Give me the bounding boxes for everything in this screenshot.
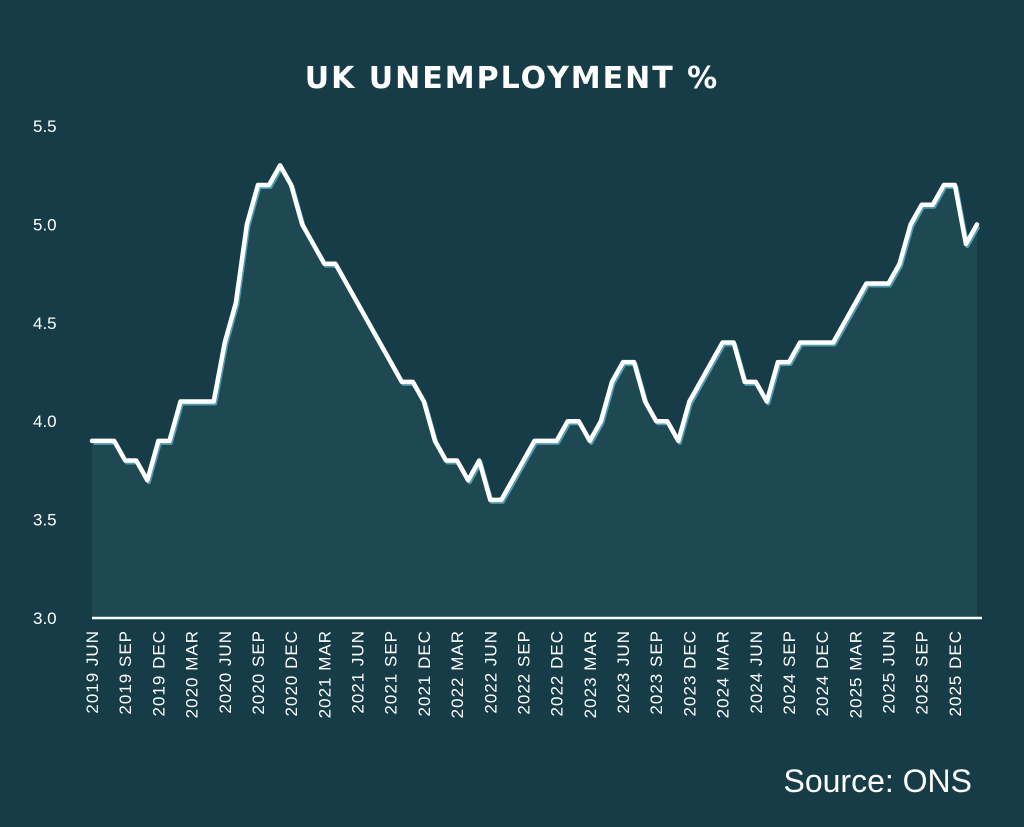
x-tick-label: 2025 SEP [913, 630, 932, 715]
x-tick-label: 2023 DEC [680, 630, 699, 716]
x-tick-label: 2022 JUN [481, 630, 500, 714]
x-tick-label: 2024 MAR [714, 630, 733, 718]
x-tick-label: 2023 MAR [581, 630, 600, 718]
series-line-path [89, 163, 980, 503]
x-tick-label: 2024 SEP [780, 630, 799, 715]
y-tick-label: 3.5 [33, 511, 57, 530]
x-tick-label: 2022 MAR [448, 630, 467, 718]
x-axis: 2019 JUN 2019 SEP 2019 DEC 2020 MAR 2020 JUN… [83, 630, 965, 718]
x-tick-label: 2019 SEP [116, 630, 135, 715]
x-tick-label: 2025 JUN [880, 630, 899, 714]
x-tick-label: 2021 DEC [415, 630, 434, 716]
x-tick-label: 2025 DEC [946, 630, 965, 716]
x-tick-label: 2025 MAR [846, 630, 865, 718]
x-tick-label: 2024 DEC [813, 630, 832, 716]
chart-title: UK UNEMPLOYMENT % [305, 61, 719, 96]
source-label: Source: ONS [783, 763, 972, 799]
x-tick-label: 2023 SEP [647, 630, 666, 715]
x-tick-label: 2024 JUN [747, 630, 766, 714]
x-tick-label: 2019 DEC [149, 630, 168, 716]
y-tick-label: 5.0 [33, 215, 57, 234]
y-tick-label: 3.0 [33, 609, 57, 628]
x-tick-label: 2023 JUN [614, 630, 633, 714]
x-tick-label: 2021 MAR [315, 630, 334, 718]
y-tick-label: 5.5 [33, 117, 57, 136]
y-axis: 3.0 3.5 4.0 4.5 5.0 5.5 [33, 117, 57, 628]
y-tick-label: 4.5 [33, 314, 57, 333]
x-tick-label: 2020 SEP [249, 630, 268, 715]
x-tick-label: 2021 JUN [349, 630, 368, 714]
x-tick-label: 2022 DEC [548, 630, 567, 716]
vertical-stripes [91, 165, 978, 618]
x-tick-label: 2020 JUN [216, 630, 235, 714]
x-tick-label: 2022 SEP [514, 630, 533, 715]
series-line [89, 163, 981, 504]
y-tick-label: 4.0 [33, 412, 57, 431]
x-tick-label: 2020 DEC [282, 630, 301, 716]
x-tick-label: 2019 JUN [83, 630, 102, 714]
x-tick-label: 2021 SEP [382, 630, 401, 715]
x-tick-label: 2020 MAR [183, 630, 202, 718]
